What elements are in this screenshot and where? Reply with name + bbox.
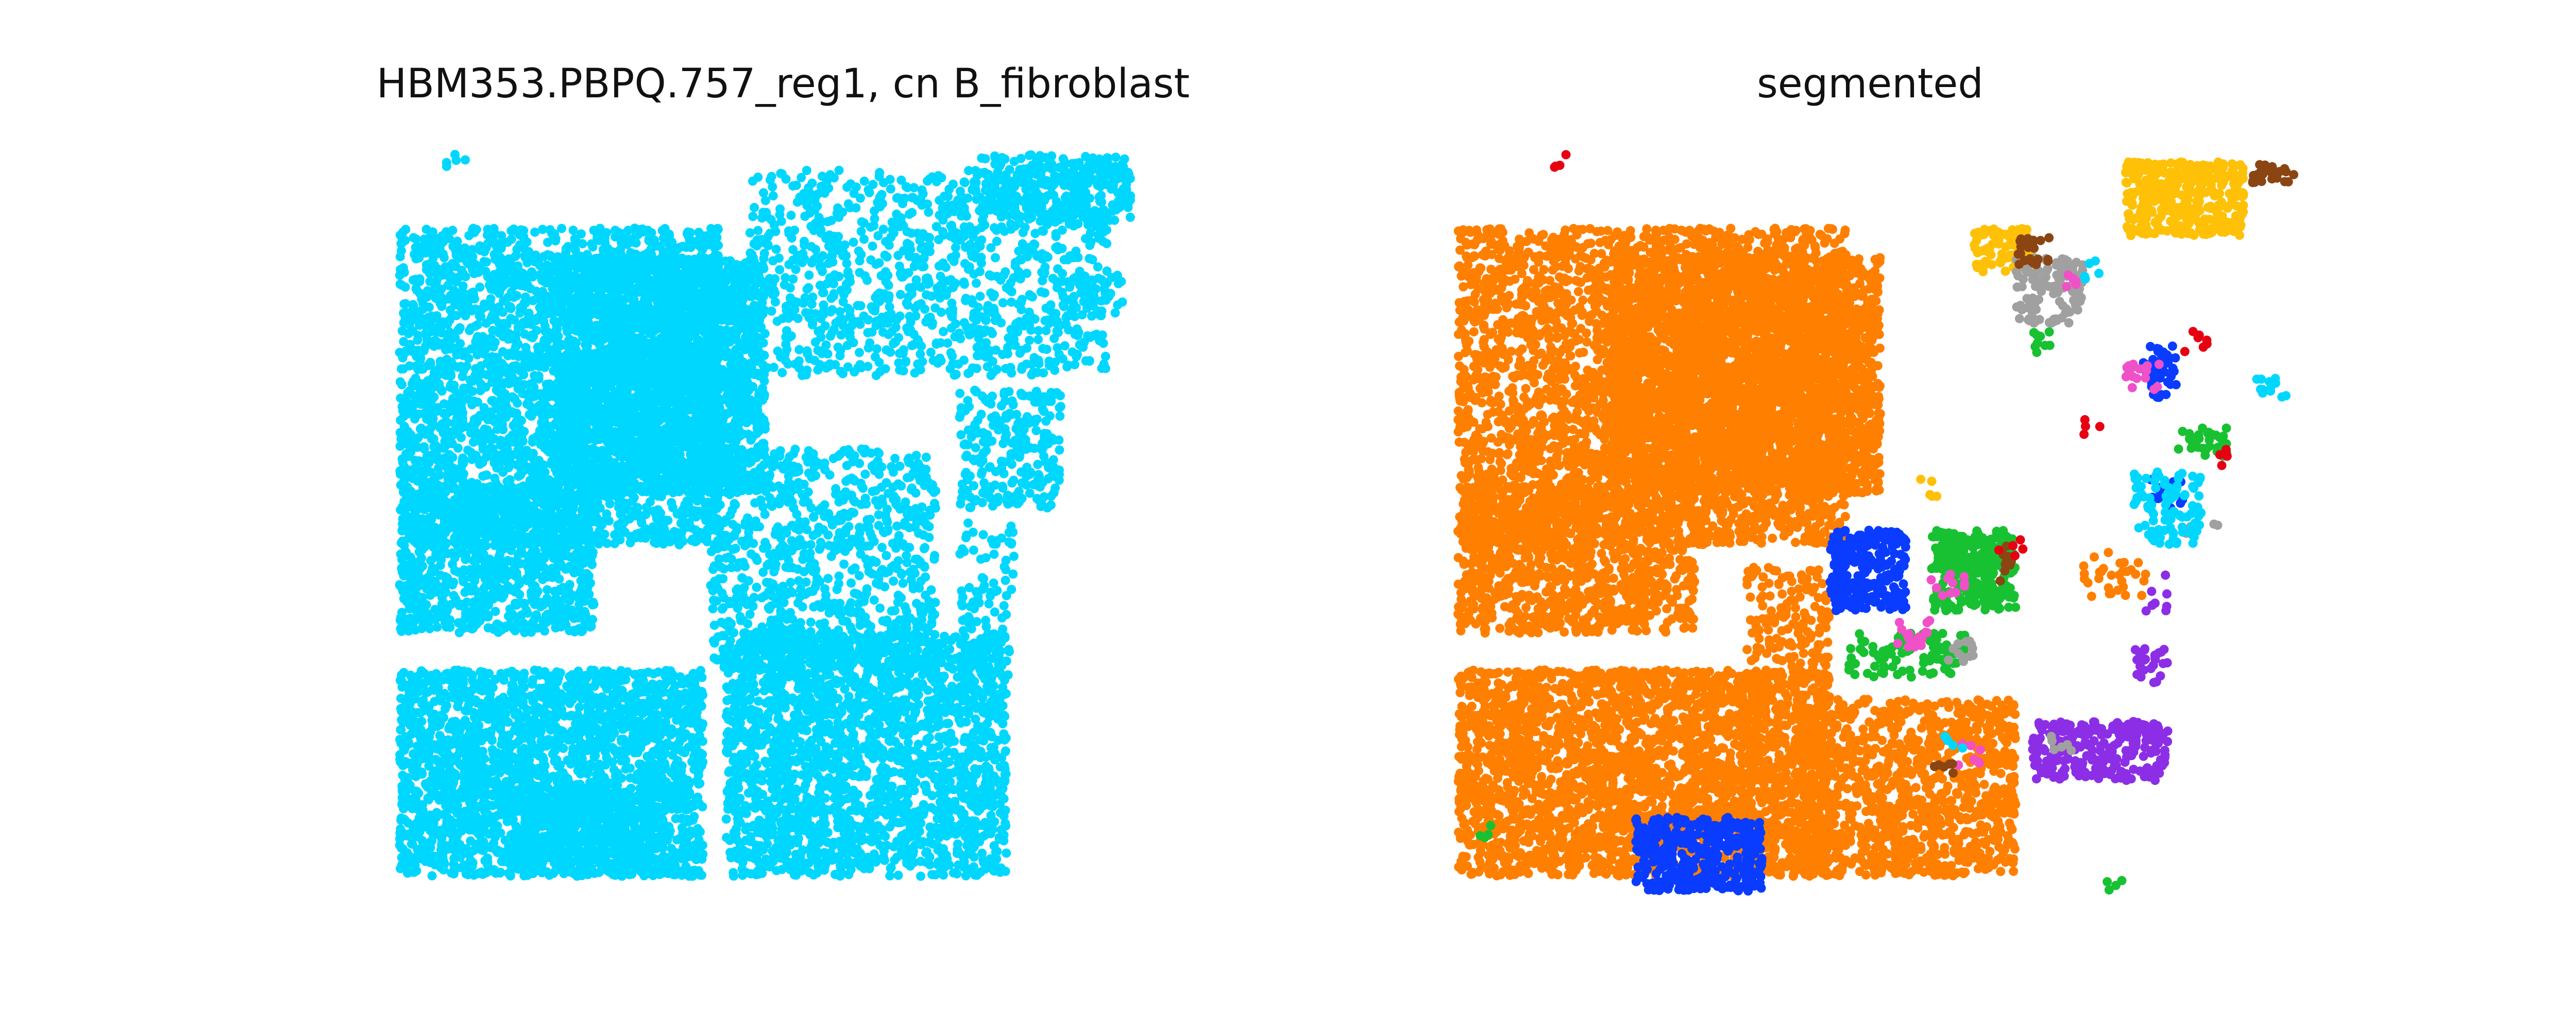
left-panel-title: HBM353.PBPQ.757_reg1, cn B_fibroblast — [216, 61, 1350, 107]
series-0-points — [395, 150, 1136, 881]
right-panel-title: segmented — [1556, 61, 2184, 107]
